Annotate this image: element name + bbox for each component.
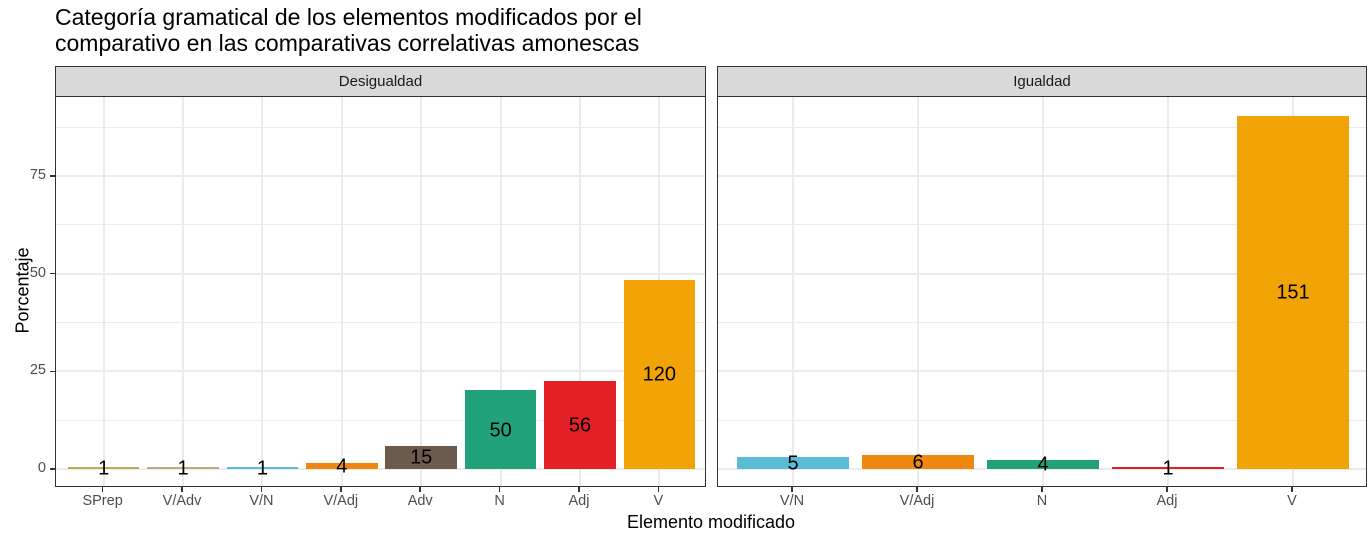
bar-sprep [67,467,140,469]
bar-count-label: 1 [98,457,110,480]
plot-area: 5 6 4 1 151 [717,97,1367,487]
bar-v [623,279,696,469]
x-tick [916,487,918,492]
bar-v-adv [147,467,219,469]
bar-v [1236,115,1350,469]
x-tick-label: V [1287,493,1297,509]
vertical-gridline [182,97,185,486]
x-tick [578,487,580,492]
chart-title-line-2: comparativo en las comparativas correlat… [55,30,640,56]
y-tick-label: 0 [37,460,46,476]
bar-v-adj [861,454,975,469]
y-tick [50,272,55,275]
bar-n [986,459,1100,469]
x-tick-label: Adv [407,493,433,509]
bar-v-adj [306,462,378,469]
x-tick [181,487,183,492]
minor-gridline [56,224,705,226]
bar-v-n [736,457,850,469]
facet-strip: Igualdad [717,66,1367,97]
vertical-gridline [1042,97,1044,486]
bar-count-label: 5 [787,452,799,475]
x-tick-label: SPrep [82,493,123,509]
bar-count-label: 1 [1162,457,1174,480]
x-tick [1041,487,1043,492]
x-tick-label: V/N [249,493,274,509]
major-gridline [56,370,705,373]
bar-count-label: 1 [177,457,189,480]
bar-v-n [226,467,299,469]
minor-gridline [56,419,705,421]
x-tick-label: N [1036,493,1048,509]
vertical-gridline [499,97,502,486]
x-tick-label: Adj [1156,493,1178,509]
bar-count-label: 4 [1037,453,1049,476]
vertical-gridline [917,97,919,486]
vertical-gridline [578,97,581,486]
chart-title-line-1: Categoría gramatical de los elementos mo… [55,4,642,30]
bar-adj [544,380,616,469]
bar-count-label: 1 [256,457,268,480]
x-tick [101,487,104,492]
vertical-gridline [420,97,423,486]
x-tick [791,487,793,492]
bar-count-label: 151 [1276,281,1310,304]
major-gridline [56,174,705,177]
bar-count-label: 56 [568,414,592,437]
y-tick-label: 75 [29,166,46,183]
y-axis-title: Porcentaje [12,247,33,334]
y-tick [50,370,55,373]
vertical-gridline [792,97,794,486]
vertical-gridline [102,97,105,486]
bar-adv [385,445,457,469]
major-gridline [56,468,705,470]
x-tick [1291,487,1293,492]
bar-count-label: 50 [489,419,512,442]
facet-strip: Desigualdad [55,66,706,97]
x-tick-label: V/Adv [162,493,202,509]
x-tick-label: V [653,493,664,509]
x-tick [657,487,660,492]
bar-count-label: 4 [336,455,348,478]
x-tick-label: V/Adj [899,493,935,509]
major-gridline [56,272,705,275]
x-tick-label: Adj [568,493,590,509]
x-tick [498,487,501,492]
vertical-gridline [1167,97,1169,486]
x-tick [1166,487,1168,492]
bar-n [464,390,537,469]
y-tick [50,175,55,177]
minor-gridline [56,321,705,323]
x-tick-label: V/N [779,493,805,509]
x-axis-title: Elemento modificado [626,512,796,532]
x-tick [260,487,263,492]
vertical-gridline [261,97,264,486]
bar-count-label: 15 [410,446,433,469]
x-tick-label: N [494,493,505,509]
minor-gridline [56,126,705,128]
x-tick [340,487,342,492]
bar-adj [1111,466,1225,469]
vertical-gridline [340,97,343,486]
y-tick-label: 25 [29,362,46,379]
bar-count-label: 120 [642,363,677,386]
x-tick [419,487,421,492]
chart-title: Categoría gramatical de los elementos mo… [55,4,755,56]
x-tick-label: V/Adj [323,493,359,509]
plot-area: 1 1 1 4 15 50 56 120 [55,97,706,487]
y-tick [50,468,55,470]
y-tick-label: 50 [29,264,46,281]
bar-count-label: 6 [912,451,924,474]
